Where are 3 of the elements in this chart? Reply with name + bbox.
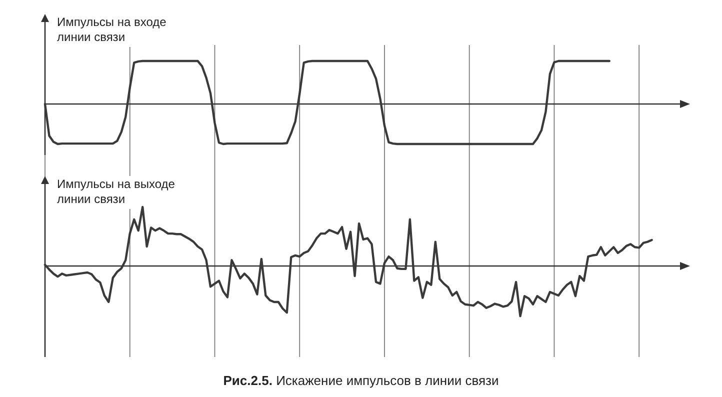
y-axis-title: Импульсы на выходе линии связи [57, 177, 176, 206]
text: Рис.2.5. Искажение импульсов в линии связи [223, 373, 499, 388]
y-axis-title: Импульсы на входе линии связи [57, 15, 167, 44]
